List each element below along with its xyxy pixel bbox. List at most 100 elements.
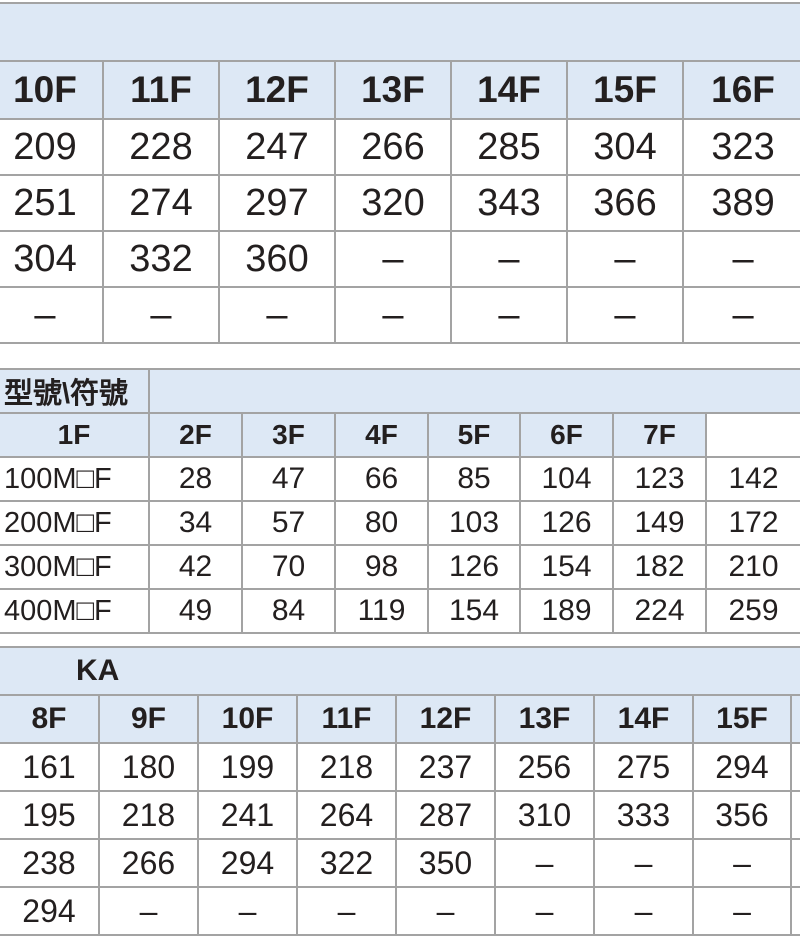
table-row: 304 332 360– – – – [0,230,800,288]
table-cell: 119 [334,588,429,634]
table-cell: – [450,286,568,344]
table-cell: 304 [0,230,104,288]
group-label: KA [0,646,800,696]
column-header: 6F [519,412,614,458]
table-cell: – [494,838,595,888]
column-header: 12F [395,694,496,744]
table-cell: 182 [612,544,707,590]
table-row: 195 218 241 264 287 310 333 356 [0,790,800,840]
table-cell: 304 [566,118,684,176]
table-cell: 224 [612,588,707,634]
table-cell: 149 [612,500,707,546]
table-cell: – [102,286,220,344]
table-cell: – [494,886,595,936]
table-row: 161 180 199 218 237 256 275 294 [0,742,800,792]
table-cell: – [218,286,336,344]
table-cell: 320 [334,174,452,232]
table-cell: 209 [0,118,104,176]
column-header: 16F [681,60,800,120]
table-bottom: KA 8F 9F 10F 11F 12F 13F 14F 15F 161 180 199 218 237… [0,646,800,936]
table-cell: 366 [566,174,684,232]
table-cell: 264 [296,790,397,840]
column-header: 13F [494,694,595,744]
table-cell: 322 [296,838,397,888]
table-cell: 333 [593,790,694,840]
table-cell: 195 [0,790,100,840]
table-cell: 199 [197,742,298,792]
table-cell: – [566,286,684,344]
table-cell: 323 [681,118,800,176]
table-cell: 274 [102,174,220,232]
table-row: 238 266 294 322 350– – – [0,838,800,888]
table-cell: 42 [148,544,243,590]
table-cell: – [566,230,684,288]
column-header: 8F [0,694,100,744]
table-row: 294– – – – – – – [0,886,800,936]
table-cell: 259 [704,588,800,634]
table-cell: 66 [334,456,429,502]
table-cell: 228 [102,118,220,176]
table-cell: 287 [395,790,496,840]
table-cell: 266 [98,838,199,888]
column-header: 14F [450,60,568,120]
table-middle: 型號\符號 1F 2F 3F 4F 5F 6F 7F 100M□F 28 47 66 85 104 123… [0,368,800,634]
table-cell: 389 [681,174,800,232]
table-cell: 343 [450,174,568,232]
table-cell: 285 [450,118,568,176]
header-band [147,368,800,414]
table-cell: – [98,886,199,936]
model-label: 400M□F [0,588,150,634]
table-cell: – [593,886,694,936]
table-cell: 256 [494,742,595,792]
table-cell: 103 [427,500,521,546]
table-cell: 154 [427,588,521,634]
table-row: 100M□F 28 47 66 85 104 123 142 [0,456,800,502]
table-cell: 218 [98,790,199,840]
table-cell: – [450,230,568,288]
table-cell-partial [789,742,800,792]
model-label: 300M□F [0,544,150,590]
table-cell: 80 [334,500,429,546]
table-cell: – [681,230,800,288]
column-header: 10F [0,60,104,120]
column-header: 4F [334,412,429,458]
table-cell: 238 [0,838,100,888]
table-cell: 104 [519,456,614,502]
table-cell: – [593,838,694,888]
header-row: 10F 11F 12F 13F 14F 15F 16F [0,60,800,120]
column-header: 15F [692,694,792,744]
table-row: 251 274 297 320 343 366 389 [0,174,800,232]
table-cell: 210 [704,544,800,590]
column-header: 14F [593,694,694,744]
header-band [0,2,800,62]
table-cell: 172 [704,500,800,546]
table-row: – – – – – – – [0,286,800,344]
table-cell: – [681,286,800,344]
table-cell-partial [789,838,800,888]
column-header: 11F [102,60,220,120]
table-cell: – [334,286,452,344]
table-top: 10F 11F 12F 13F 14F 15F 16F 209 228 247 266 285 304 3… [0,2,800,344]
table-cell: 189 [519,588,614,634]
table-cell: – [296,886,397,936]
column-header: 2F [148,412,243,458]
table-cell: 332 [102,230,220,288]
table-row: 200M□F 34 57 80 103 126 149 172 [0,500,800,546]
column-header: 15F [566,60,684,120]
table-cell: 218 [296,742,397,792]
table-cell: 297 [218,174,336,232]
table-cell: 237 [395,742,496,792]
header-row: 1F 2F 3F 4F 5F 6F 7F [0,412,800,458]
table-cell: 266 [334,118,452,176]
table-row: 400M□F 49 84 119 154 189 224 259 [0,588,800,634]
column-header-partial [789,694,800,744]
column-header: 3F [241,412,336,458]
table-cell: 294 [0,886,100,936]
table-cell: 98 [334,544,429,590]
table-cell: 275 [593,742,694,792]
table-cell: 356 [692,790,792,840]
model-label: 100M□F [0,456,150,502]
column-header: 1F [0,412,150,458]
table-cell: 28 [148,456,243,502]
table-cell: 34 [148,500,243,546]
